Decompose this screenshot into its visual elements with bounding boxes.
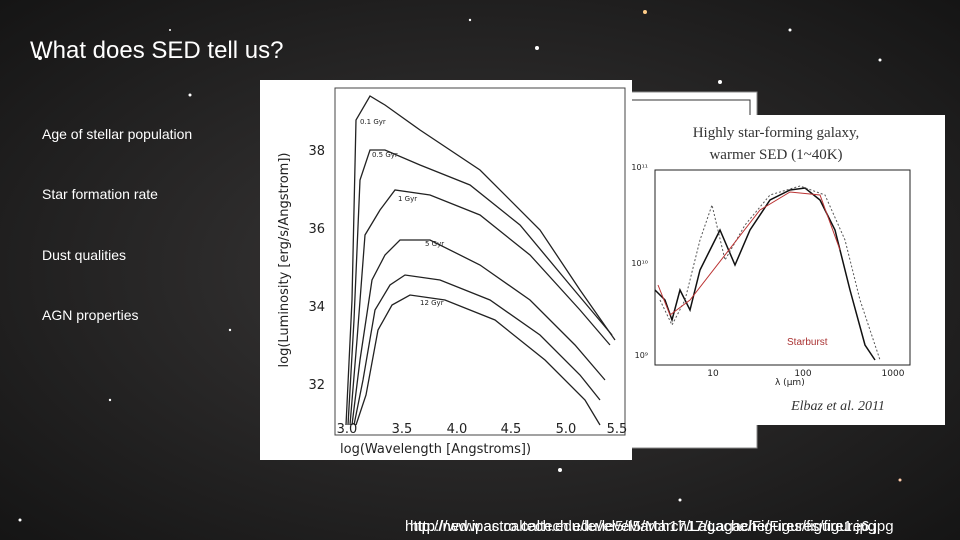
curve-label: 12 Gyr [420, 299, 444, 307]
figure-background [260, 80, 632, 460]
x-tick-label: 4.5 [501, 422, 522, 437]
frame [654, 169, 911, 366]
curve-label: 0.5 Gyr [372, 151, 398, 159]
legend: Starburst [787, 337, 828, 348]
figure-left: log(Luminosity [erg/s/Angstrom]) log(Wav… [260, 80, 632, 460]
y-tick-label: 10¹⁰ [631, 259, 648, 268]
figure-background [632, 115, 945, 425]
curve-label: 5 Gyr [425, 240, 444, 248]
stars [18, 10, 902, 522]
curve-label: 0.1 Gyr [360, 118, 386, 126]
bullet: Dust qualities [42, 247, 126, 263]
x-tick-label: 3.5 [392, 422, 413, 437]
x-tick-label: 100 [794, 369, 811, 379]
bullet: Age of stellar population [42, 126, 192, 142]
sed-data [657, 191, 841, 316]
figure-right: Highly star-forming galaxy, warmer SED (… [631, 115, 945, 425]
sed-model [659, 185, 881, 361]
x-tick-label: 3.0 [337, 422, 358, 437]
x-tick-label: 4.0 [447, 422, 468, 437]
credit: Elbaz et al. 2011 [790, 399, 885, 414]
source-url: http://ned.ipac.caltech.edu/level5/March… [405, 518, 876, 535]
y-tick-label: 36 [308, 222, 325, 237]
y-tick-label: 10¹¹ [631, 163, 648, 172]
x-tick-label: 10 [707, 369, 719, 379]
x-tick-label: 5.0 [556, 422, 577, 437]
y-tick-label: 38 [308, 144, 325, 159]
figure-title: warmer SED (1~40K) [709, 147, 842, 163]
x-axis-label: log(Wavelength [Angstroms]) [340, 442, 531, 457]
sed-curve [654, 187, 876, 361]
x-tick-label: 1000 [882, 369, 905, 379]
y-tick-label: 10⁹ [635, 351, 648, 360]
figure-title: Highly star-forming galaxy, [693, 125, 860, 141]
bullet: AGN properties [42, 307, 138, 323]
curve-label: 1 Gyr [398, 195, 417, 203]
y-tick-label: 32 [308, 378, 325, 393]
source-url: http://www.astro.caltech.edu/level5/Marc… [410, 518, 894, 535]
x-axis-label: λ (μm) [775, 378, 805, 388]
sed-curves [345, 95, 616, 426]
frame [334, 87, 626, 436]
y-axis-label: log(Luminosity [erg/s/Angstrom]) [277, 153, 292, 368]
x-tick-label: 5.5 [607, 422, 628, 437]
y-tick-label: 34 [308, 300, 325, 315]
slide-title: What does SED tell us? [30, 37, 283, 64]
bullet: Star formation rate [42, 186, 158, 202]
